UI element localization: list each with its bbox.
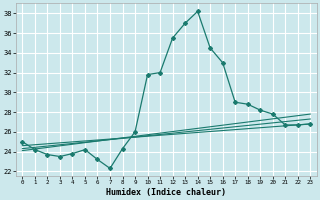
X-axis label: Humidex (Indice chaleur): Humidex (Indice chaleur) — [106, 188, 226, 197]
